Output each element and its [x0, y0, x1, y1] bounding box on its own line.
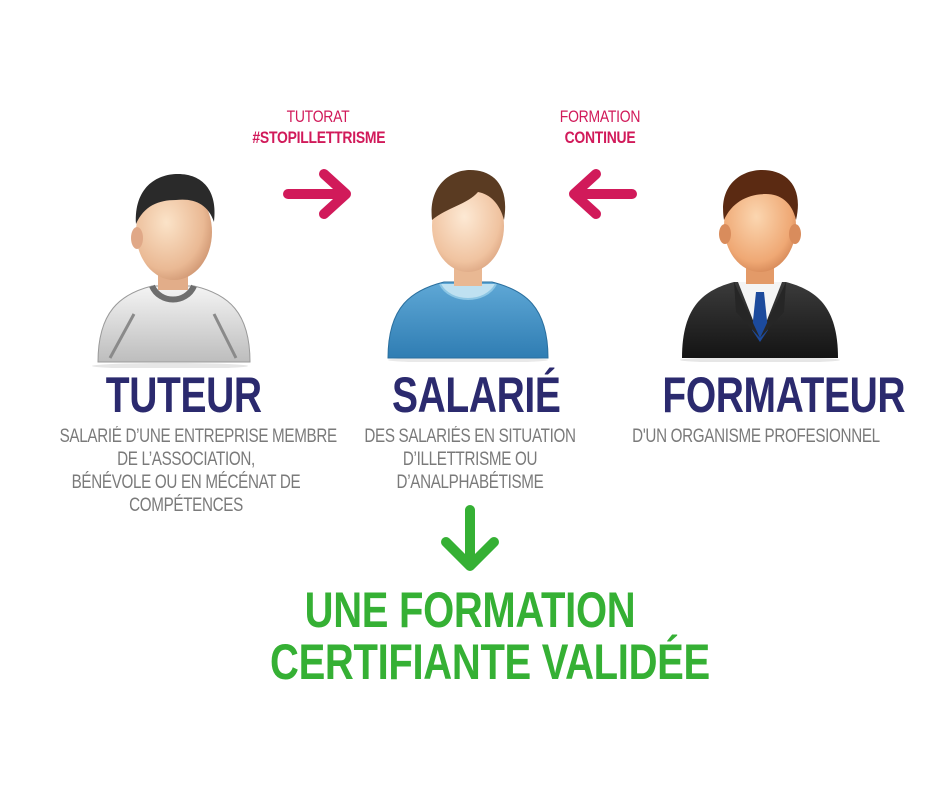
salarie-desc-line: D’ANALPHABÉTISME — [396, 472, 544, 493]
formateur-description: D'UN ORGANISME PROFESIONNEL — [628, 425, 884, 448]
salarie-description: DES SALARIÉS EN SITUATION D’ILLETTRISME … — [358, 425, 582, 494]
tutorat-label-line2: #STOPILLETTRISME — [252, 128, 386, 147]
tutor-person-icon — [90, 162, 260, 368]
result-line1: UNE FORMATION — [304, 582, 636, 638]
formation-label-line1: FORMATION — [559, 107, 641, 126]
tuteur-desc-line: DE L’ASSOCIATION, — [117, 449, 255, 470]
result-text: UNE FORMATION CERTIFIANTE VALIDÉE — [270, 582, 710, 690]
formateur-desc-line: D'UN ORGANISME PROFESIONNEL — [632, 426, 880, 447]
formation-continue-label: FORMATION CONTINUE — [543, 106, 658, 148]
salarie-desc-line: D’ILLETTRISME OU — [402, 449, 538, 470]
arrow-right-icon — [282, 168, 354, 220]
formation-label-line2: CONTINUE — [564, 128, 636, 147]
tuteur-desc-line: SALARIÉ D’UNE ENTREPRISE MEMBRE — [59, 426, 338, 447]
employee-person-icon — [384, 164, 552, 362]
trainer-person-icon — [676, 162, 844, 362]
arrow-down-icon — [436, 504, 504, 574]
salarie-title: SALARIÉ — [392, 367, 561, 423]
salarie-desc-line: DES SALARIÉS EN SITUATION — [364, 426, 576, 447]
tutorat-label: TUTORAT #STOPILLETTRISME — [252, 106, 386, 148]
tuteur-title: TUTEUR — [105, 367, 262, 423]
formateur-title: FORMATEUR — [662, 367, 906, 423]
result-line2: CERTIFIANTE VALIDÉE — [270, 634, 710, 690]
tuteur-description: SALARIÉ D’UNE ENTREPRISE MEMBRE DE L’ASS… — [59, 425, 338, 517]
tuteur-desc-line: COMPÉTENCES — [129, 495, 243, 516]
tuteur-desc-line: BÉNÉVOLE OU EN MÉCÉNAT DE — [71, 472, 301, 493]
tutorat-label-line1: TUTORAT — [286, 107, 350, 126]
arrow-left-icon — [566, 168, 638, 220]
